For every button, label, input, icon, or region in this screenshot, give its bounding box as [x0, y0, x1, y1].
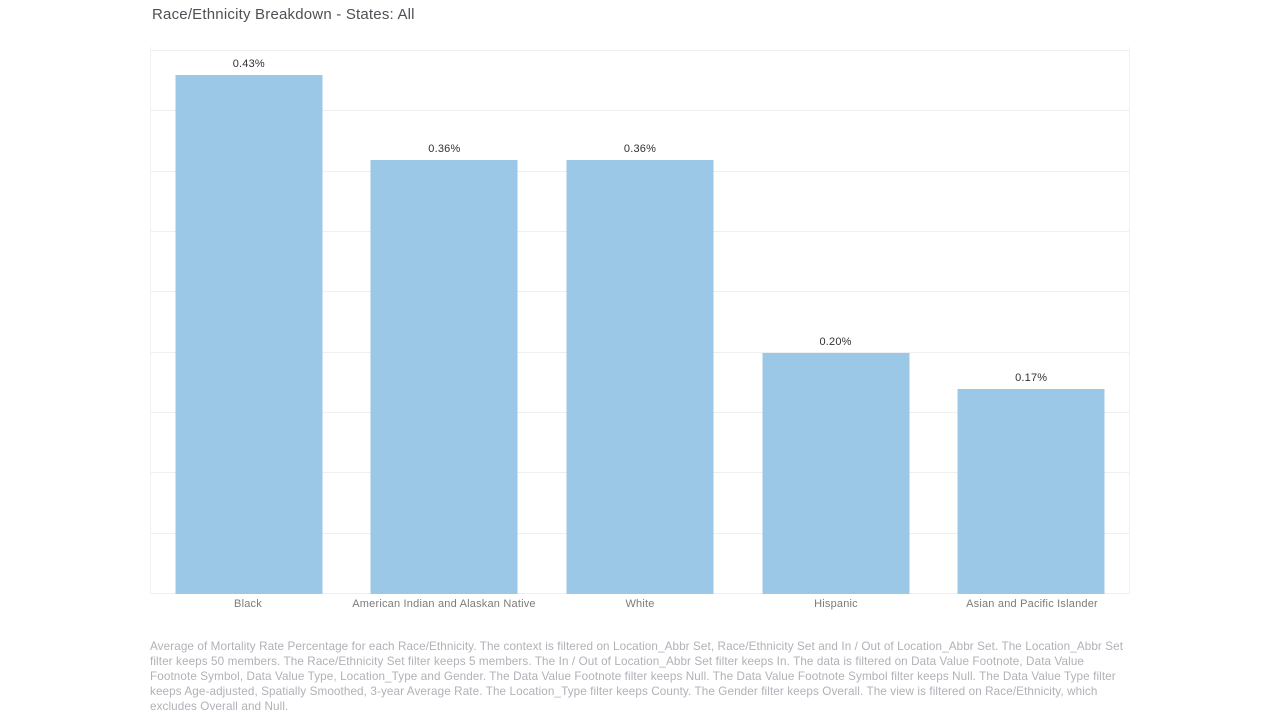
bar-hispanic[interactable] — [762, 352, 910, 594]
chart-caption: Average of Mortality Rate Percentage for… — [150, 640, 1124, 713]
bar-band: 0.43% — [151, 47, 347, 594]
bar-band: 0.36% — [542, 47, 738, 594]
bar-chart-plot: 0.43% 0.36% 0.36% 0.20% 0.17% — [150, 47, 1130, 594]
bar-black[interactable] — [175, 75, 323, 594]
category-axis: Black American Indian and Alaskan Native W… — [150, 598, 1130, 610]
category-label: Asian and Pacific Islander — [966, 598, 1098, 610]
bar-band: 0.20% — [738, 47, 934, 594]
bar-value-label: 0.20% — [819, 335, 852, 348]
gridline — [151, 110, 1129, 112]
category-label: American Indian and Alaskan Native — [352, 598, 536, 610]
bar-american-indian-and-alaskan-native[interactable] — [370, 159, 518, 594]
bar-white[interactable] — [566, 159, 714, 594]
bar-value-label: 0.43% — [232, 58, 265, 71]
chart-title: Race/Ethnicity Breakdown - States: All — [152, 6, 415, 23]
category-label: Hispanic — [814, 598, 858, 610]
category-label: Black — [234, 598, 262, 610]
category-label: White — [625, 598, 655, 610]
bar-value-label: 0.17% — [1015, 371, 1048, 384]
bar-band: 0.17% — [933, 47, 1129, 594]
bar-band: 0.36% — [347, 47, 543, 594]
bar-asian-and-pacific-islander[interactable] — [957, 388, 1105, 594]
bar-value-label: 0.36% — [623, 142, 657, 155]
bar-value-label: 0.36% — [428, 142, 461, 155]
gridline — [151, 50, 1129, 51]
bar-bands: 0.43% 0.36% 0.36% 0.20% 0.17% — [151, 47, 1129, 594]
